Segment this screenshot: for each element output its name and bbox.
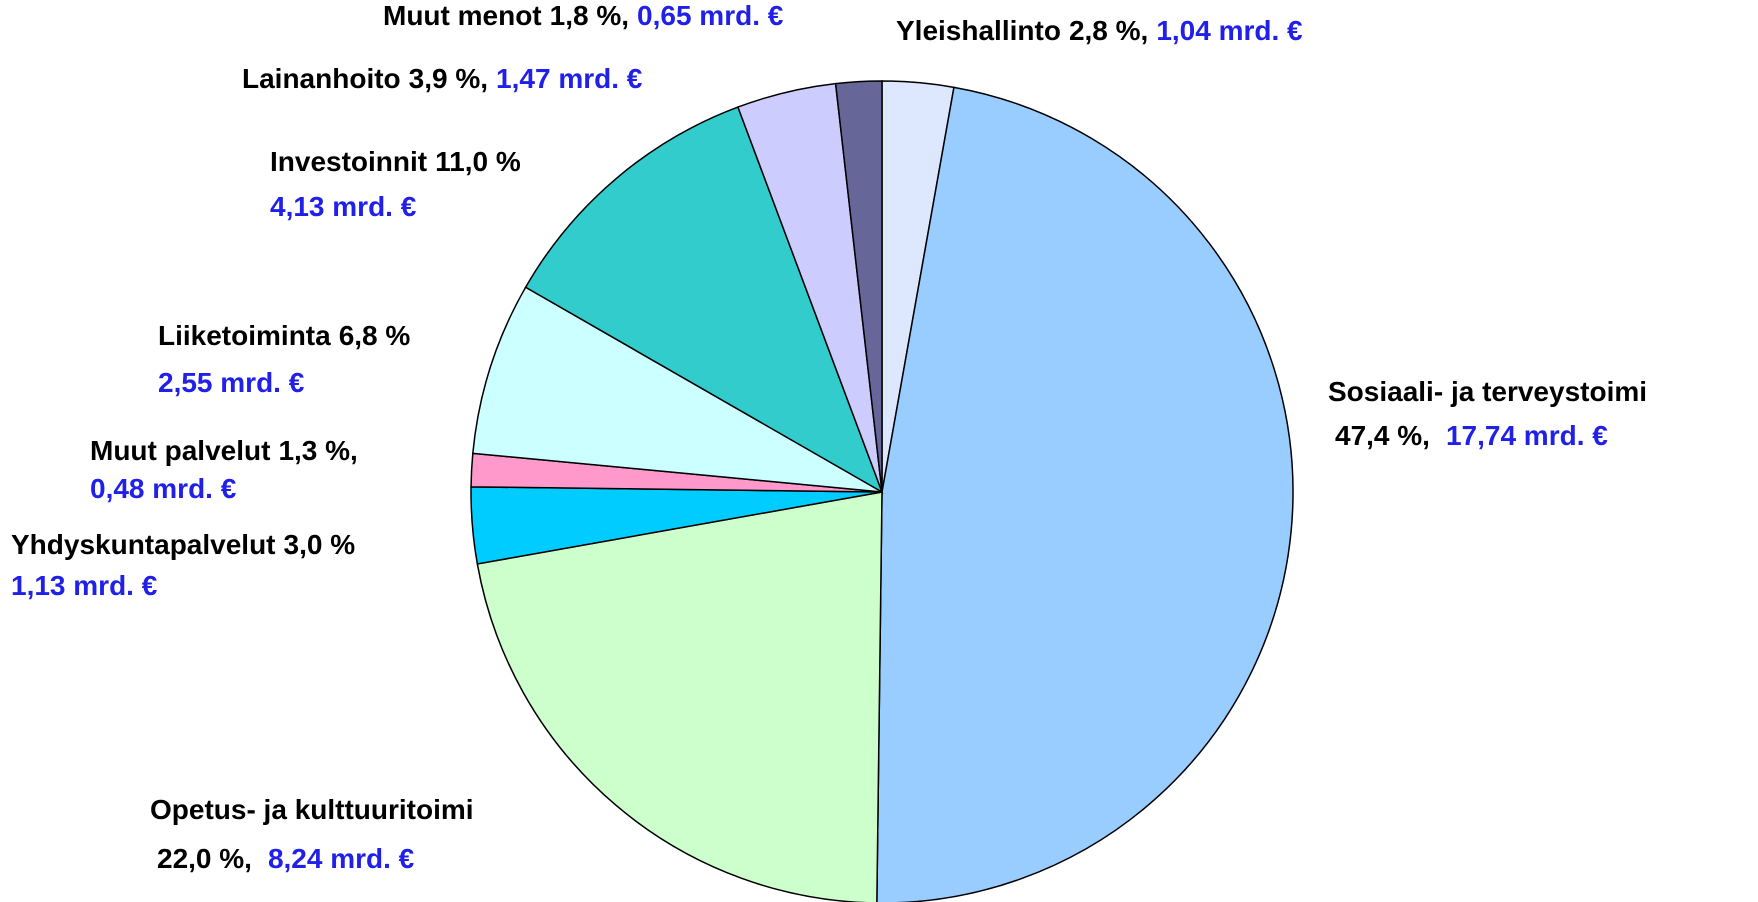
value-label: 1,8 %, [550,0,629,31]
amount-label: 4,13 mrd. € [270,191,417,222]
value-label: 47,4 %, [1335,420,1430,451]
slice-label: Lainanhoito 3,9 %, 1,47 mrd. € [242,63,643,94]
amount-label: 1,47 mrd. € [496,63,643,94]
amount-label: 2,55 mrd. € [158,367,305,398]
slice-label: Muut menot 1,8 %, 0,65 mrd. € [383,0,784,31]
amount-label: 1,13 mrd. € [11,570,158,601]
slice-label: Sosiaali- ja terveystoimi 47,4 %, 17,74 mr… [1328,376,1647,451]
amount-label: 1,04 mrd. € [1156,15,1303,46]
slice-label: Muut palvelut 1,3 %, 0,48 mrd. € [90,435,358,504]
category-label: Muut palvelut [90,435,270,466]
value-label: 1,3 %, [278,435,357,466]
slice-label: Liiketoiminta 6,8 % 2,55 mrd. € [158,320,410,398]
amount-label: 0,48 mrd. € [90,473,237,504]
value-label: 22,0 %, [157,843,252,874]
category-label: Opetus- ja kulttuuritoimi [150,794,474,825]
pie-slice [472,286,883,493]
value-label: 3,9 %, [409,63,488,94]
amount-label: 17,74 mrd. € [1446,420,1608,451]
amount-label: 8,24 mrd. € [268,843,415,874]
slice-label: Investoinnit 11,0 % 4,13 mrd. € [270,146,521,222]
pie-slice [524,106,884,494]
category-label: Muut menot [383,0,542,31]
category-label: Sosiaali- ja terveystoimi [1328,376,1647,407]
category-label: Yleishallinto [896,15,1061,46]
value-label: 11,0 % [435,146,521,177]
category-label: Investoinnit [270,146,427,177]
pie-slice [476,491,883,902]
slice-label: Opetus- ja kulttuuritoimi 22,0 %, 8,24 mrd… [150,794,474,874]
value-label: 3,0 % [284,529,356,560]
pie-slice [834,80,883,493]
category-label: Liiketoiminta [158,320,331,351]
slice-label: Yhdyskuntapalvelut 3,0 % 1,13 mrd. € [11,529,355,601]
amount-label: 0,65 mrd. € [637,0,784,31]
pie-slice [876,86,1294,902]
category-label: Yhdyskuntapalvelut [11,529,276,560]
slice-label: Yleishallinto 2,8 %, 1,04 mrd. € [896,15,1303,46]
value-label: 2,8 %, [1069,15,1148,46]
value-label: 6,8 % [339,320,411,351]
category-label: Lainanhoito [242,63,401,94]
